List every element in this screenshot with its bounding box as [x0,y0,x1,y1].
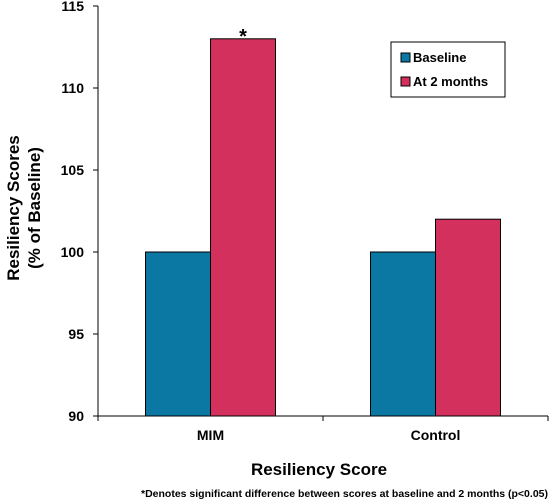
legend-label-baseline: Baseline [413,50,466,65]
y-axis-title-line1: Resiliency Scores [4,135,23,281]
y-tick-label: 100 [61,244,85,260]
bar-mim-baseline [145,251,211,417]
bar-control-baseline [370,251,436,417]
x-tick-label: MIM [197,427,224,443]
footnote: *Denotes significant difference between … [141,488,548,500]
plot-area: MIM Control * 90 95 100 105 110 115 [61,0,549,443]
y-tick-label: 95 [68,326,84,342]
legend-box [390,41,506,98]
x-tick-label: Control [411,427,461,443]
legend-swatch-baseline [400,52,411,63]
legend-label-at-2-months: At 2 months [413,74,488,89]
legend-swatch-at-2-months [400,76,411,87]
y-tick-label: 90 [68,408,84,424]
bar-mim-at-2-months [210,38,276,417]
y-tick-label: 110 [61,80,84,96]
bar-control-at-2-months [435,218,501,417]
y-tick-label: 115 [61,0,84,14]
significance-asterisk: * [239,26,247,48]
y-tick-label: 105 [61,162,85,178]
legend: Baseline At 2 months [390,41,506,98]
y-axis-title: Resiliency Scores (% of Baseline) [4,135,44,281]
y-axis-title-line2: (% of Baseline) [25,147,44,269]
x-axis-title: Resiliency Score [251,460,387,479]
